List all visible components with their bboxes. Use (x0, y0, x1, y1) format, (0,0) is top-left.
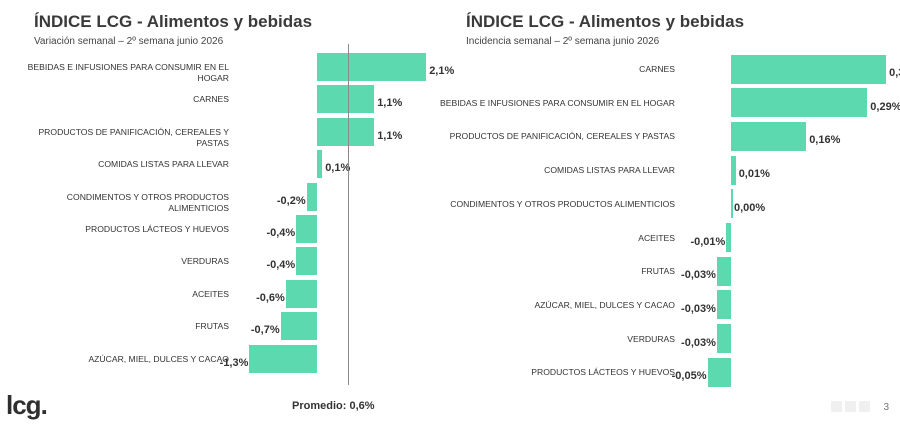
category-label: BEBIDAS E INFUSIONES PARA CONSUMIR EN EL… (27, 62, 229, 83)
category-label: COMIDAS LISTAS PARA LLEVAR (98, 159, 229, 170)
bar (707, 357, 731, 387)
bar (317, 117, 375, 146)
chart-2-subtitle: Incidencia semanal – 2º semana junio 202… (466, 36, 660, 47)
category-label: CARNES (639, 64, 675, 74)
bar (731, 155, 736, 185)
category-label: COMIDAS LISTAS PARA LLEVAR (544, 165, 675, 176)
value-label: 0,01% (738, 168, 770, 181)
category-label: FRUTAS (195, 321, 229, 332)
bar (716, 256, 731, 286)
category-label: FRUTAS (641, 266, 675, 277)
bar (296, 215, 317, 243)
bar (249, 344, 317, 373)
value-label: 0,29% (870, 100, 900, 113)
bar (317, 150, 323, 179)
bar (306, 182, 317, 211)
category-label: BEBIDAS E INFUSIONES PARA CONSUMIR EN EL… (440, 97, 675, 108)
value-label: -0,03% (681, 302, 716, 315)
value-label: 1,1% (377, 97, 403, 110)
chart-1-subtitle: Variación semanal – 2º semana junio 2026 (34, 36, 224, 47)
category-label: PRODUCTOS DE PANIFICACIÓN, CEREALES Y PA… (38, 126, 229, 148)
page-number: 3 (883, 402, 889, 413)
category-label: ACEITES (192, 288, 229, 299)
bar (731, 121, 807, 151)
value-label: -0,05% (671, 370, 707, 383)
category-label: CONDIMENTOS Y OTROS PRODUCTOS ALIMENTICI… (66, 191, 229, 213)
bar (731, 88, 868, 118)
navigation-dots (831, 401, 870, 412)
average-label: Promedio: 0,6% (292, 400, 375, 412)
value-label: -0,03% (681, 269, 716, 282)
bar (726, 223, 731, 252)
category-label: PRODUCTOS LÁCTEOS Y HUEVOS (531, 367, 675, 378)
value-label: -0,6% (256, 291, 285, 304)
value-label: -0,4% (266, 259, 296, 272)
value-label: 1,1% (377, 129, 403, 142)
category-label: PRODUCTOS LÁCTEOS Y HUEVOS (85, 224, 229, 234)
category-label: CONDIMENTOS Y OTROS PRODUCTOS ALIMENTICI… (450, 198, 675, 209)
average-line (348, 44, 350, 385)
category-label: VERDURAS (181, 256, 229, 267)
category-label: ACEITES (638, 232, 675, 243)
category-label: PRODUCTOS DE PANIFICACIÓN, CEREALES Y PA… (449, 131, 675, 142)
chart-1-title: ÍNDICE LCG - Alimentos y bebidas (34, 12, 313, 31)
lcg-logo: lcg. (6, 390, 48, 420)
bar (285, 279, 317, 308)
value-label: 2,1% (429, 65, 455, 77)
value-label: -0,03% (681, 336, 716, 349)
bar (317, 53, 427, 81)
value-label: -0,4% (266, 227, 296, 239)
bar (317, 85, 375, 114)
value-label: 0,00% (734, 201, 766, 214)
category-label: CARNES (193, 94, 229, 105)
value-label: 0,33% (889, 67, 900, 79)
value-label: -0,2% (276, 194, 306, 207)
value-label: 0,1% (325, 162, 351, 175)
bar (280, 312, 317, 341)
category-label: AZÚCAR, MIEL, DULCES Y CACAO (534, 299, 675, 310)
chart-2-title: ÍNDICE LCG - Alimentos y bebidas (466, 12, 745, 31)
bar (731, 189, 733, 219)
value-label: 0,16% (809, 134, 841, 147)
bar (731, 54, 887, 84)
category-label: AZÚCAR, MIEL, DULCES Y CACAO (88, 353, 229, 364)
bar (716, 290, 731, 320)
category-label: VERDURAS (627, 333, 675, 344)
bar (296, 247, 317, 276)
value-label: -1,3% (219, 356, 249, 369)
bar (716, 324, 731, 354)
value-label: -0,01% (690, 235, 726, 248)
value-label: -0,7% (250, 324, 280, 337)
